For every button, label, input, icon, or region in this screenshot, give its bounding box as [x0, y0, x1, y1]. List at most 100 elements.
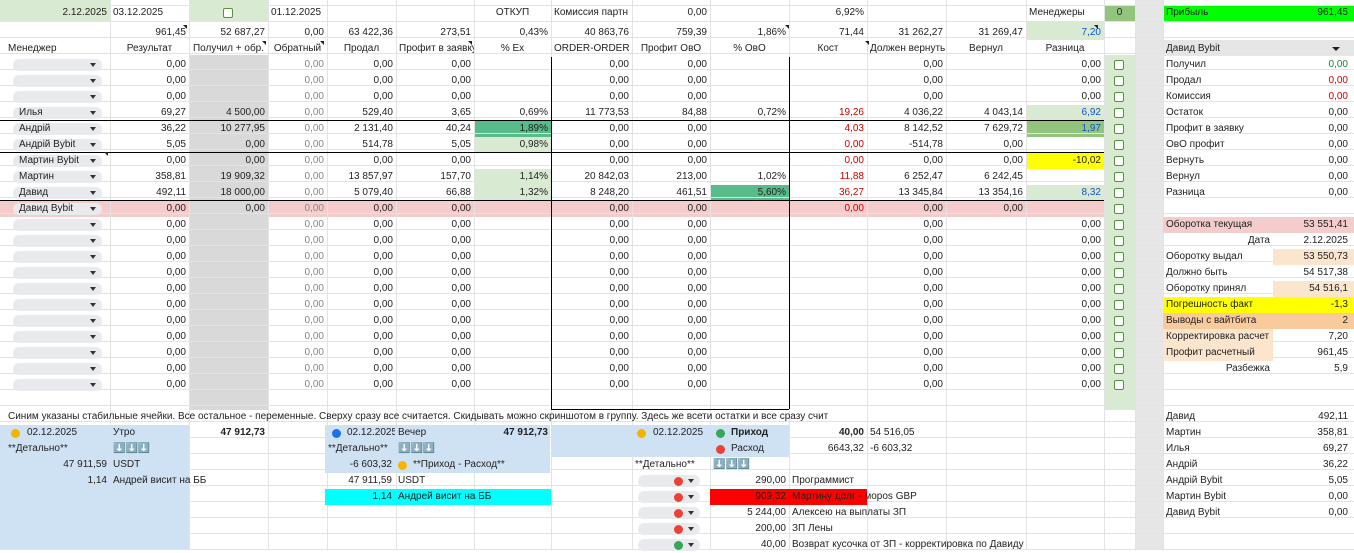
data-cell[interactable]: 0,00	[609, 315, 629, 326]
description[interactable]: Мартину долг - морos GBP	[792, 491, 917, 502]
data-cell[interactable]	[946, 361, 1026, 377]
data-cell[interactable]: 0,00	[923, 235, 943, 246]
data-cell[interactable]: 0,00	[1081, 235, 1101, 246]
data-cell[interactable]	[789, 233, 867, 249]
data-cell[interactable]: 0,00	[687, 267, 707, 278]
row-checkbox[interactable]	[1114, 124, 1124, 134]
row-checkbox[interactable]	[1114, 108, 1124, 118]
date-cell[interactable]: 2.12.2025	[62, 7, 108, 18]
data-cell[interactable]	[189, 57, 268, 73]
manager-dropdown[interactable]	[13, 91, 102, 103]
data-cell[interactable]	[710, 297, 789, 313]
data-cell[interactable]	[189, 89, 268, 105]
data-cell[interactable]: 461,51	[676, 187, 707, 198]
data-cell[interactable]: 6 252,47	[904, 171, 943, 182]
manager-dropdown[interactable]: Давид Bybit	[13, 203, 102, 215]
row-checkbox[interactable]	[1114, 188, 1124, 198]
data-cell[interactable]: 8,32	[1081, 187, 1101, 198]
data-cell[interactable]	[789, 361, 867, 377]
data-cell[interactable]	[474, 313, 551, 329]
data-cell[interactable]: 0,00	[1081, 363, 1101, 374]
data-cell[interactable]: 0,00	[166, 251, 186, 262]
manager-dropdown[interactable]	[13, 75, 102, 87]
data-cell[interactable]: 0,00	[373, 75, 393, 86]
data-cell[interactable]	[946, 329, 1026, 345]
data-cell[interactable]: 0,00	[687, 379, 707, 390]
data-cell[interactable]: 0,00	[245, 155, 265, 166]
data-cell[interactable]	[710, 233, 789, 249]
data-cell[interactable]	[710, 281, 789, 297]
manager-dropdown[interactable]	[13, 59, 102, 71]
data-cell[interactable]: 0,00	[923, 299, 943, 310]
manager-dropdown[interactable]	[13, 251, 102, 263]
data-cell[interactable]: 0,00	[1081, 283, 1101, 294]
data-cell[interactable]: 0,00	[451, 59, 471, 70]
data-cell[interactable]	[710, 217, 789, 233]
row-checkbox[interactable]	[1114, 76, 1124, 86]
data-cell[interactable]: 2 131,40	[354, 123, 393, 134]
data-cell[interactable]: 1,32%	[519, 187, 548, 198]
data-cell[interactable]	[189, 345, 268, 361]
data-cell[interactable]	[789, 73, 867, 89]
data-cell[interactable]: 0,00	[687, 203, 707, 214]
data-cell[interactable]: 0,00	[166, 299, 186, 310]
row-checkbox[interactable]	[1114, 364, 1124, 374]
data-cell[interactable]: 4 500,00	[226, 107, 265, 118]
data-cell[interactable]: 0,00	[373, 331, 393, 342]
row-checkbox[interactable]	[1114, 92, 1124, 102]
data-cell[interactable]: 0,00	[451, 235, 471, 246]
status-dropdown[interactable]	[638, 475, 700, 487]
data-cell[interactable]: 0,00	[609, 299, 629, 310]
data-cell[interactable]: 0,00	[166, 363, 186, 374]
data-cell[interactable]	[946, 217, 1026, 233]
row-checkbox[interactable]	[1114, 316, 1124, 326]
data-cell[interactable]: 0,00	[1003, 155, 1023, 166]
amount[interactable]: 40,00	[760, 539, 786, 550]
data-cell[interactable]: 0,00	[166, 203, 186, 214]
data-cell[interactable]: 0,00	[844, 155, 864, 166]
data-cell[interactable]: 4 036,22	[904, 107, 943, 118]
data-cell[interactable]: 0,00	[304, 203, 324, 214]
date-cell[interactable]: 01.12.2025	[271, 7, 322, 18]
data-cell[interactable]: 213,00	[676, 171, 707, 182]
data-cell[interactable]: 0,00	[1081, 347, 1101, 358]
data-cell[interactable]	[710, 345, 789, 361]
data-cell[interactable]: 0,00	[166, 379, 186, 390]
data-cell[interactable]	[474, 345, 551, 361]
data-cell[interactable]: 0,00	[166, 331, 186, 342]
data-cell[interactable]	[1026, 201, 1104, 217]
data-cell[interactable]: 8 142,52	[904, 123, 943, 134]
data-cell[interactable]	[710, 153, 789, 169]
data-cell[interactable]	[946, 89, 1026, 105]
data-cell[interactable]: 0,00	[245, 203, 265, 214]
data-cell[interactable]: 0,00	[304, 155, 324, 166]
row-checkbox[interactable]	[1114, 60, 1124, 70]
data-cell[interactable]	[710, 89, 789, 105]
data-cell[interactable]: 529,40	[362, 107, 393, 118]
data-cell[interactable]: 0,00	[609, 155, 629, 166]
data-cell[interactable]	[789, 217, 867, 233]
data-cell[interactable]: 0,00	[1081, 219, 1101, 230]
row-checkbox[interactable]	[1114, 220, 1124, 230]
data-cell[interactable]: -10,02	[1072, 155, 1101, 166]
data-cell[interactable]: 0,00	[451, 299, 471, 310]
data-cell[interactable]: 0,00	[166, 155, 186, 166]
data-cell[interactable]: 0,00	[373, 347, 393, 358]
data-cell[interactable]	[946, 233, 1026, 249]
data-cell[interactable]: 0,00	[923, 347, 943, 358]
data-cell[interactable]	[946, 345, 1026, 361]
data-cell[interactable]: 0,00	[373, 91, 393, 102]
manager-dropdown[interactable]	[13, 363, 102, 375]
data-cell[interactable]: 84,88	[681, 107, 707, 118]
data-cell[interactable]	[789, 313, 867, 329]
data-cell[interactable]: 0,00	[166, 91, 186, 102]
data-cell[interactable]: 0,00	[451, 203, 471, 214]
row-checkbox[interactable]	[1114, 380, 1124, 390]
data-cell[interactable]: 0,00	[687, 363, 707, 374]
data-cell[interactable]: 0,00	[373, 267, 393, 278]
data-cell[interactable]: 0,00	[923, 59, 943, 70]
data-cell[interactable]: 13 857,97	[348, 171, 394, 182]
data-cell[interactable]: 0,00	[609, 379, 629, 390]
data-cell[interactable]: 0,00	[1081, 315, 1101, 326]
data-cell[interactable]: 0,00	[451, 315, 471, 326]
